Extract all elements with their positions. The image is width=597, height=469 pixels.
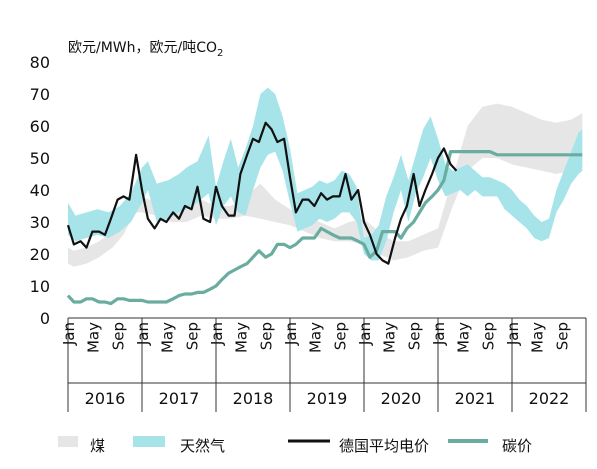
- legend-item-carbon: 碳价: [448, 437, 532, 455]
- month-tick-label: Sep: [553, 322, 571, 350]
- power-price-line: [66, 121, 458, 265]
- year-label: 2022: [529, 389, 570, 408]
- month-tick-label: Sep: [183, 322, 201, 350]
- legend-swatch-gas: [133, 436, 165, 447]
- legend-label-carbon: 碳价: [502, 437, 532, 455]
- y-tick-label: 10: [30, 277, 50, 296]
- month-tick-label: Sep: [109, 322, 127, 350]
- month-tick-label: Jan: [134, 322, 152, 346]
- year-label: 2020: [381, 389, 422, 408]
- legend-label-gas: 天然气: [180, 437, 225, 455]
- year-label: 2018: [233, 389, 274, 408]
- coal-band-layer: [68, 103, 583, 267]
- year-label: 2017: [159, 389, 200, 408]
- carbon-price-line: [66, 150, 583, 306]
- legend-label-coal: 煤: [90, 437, 105, 455]
- y-tick-label: 0: [40, 309, 50, 328]
- month-tick-label: Sep: [257, 322, 275, 350]
- year-label: 2016: [85, 389, 126, 408]
- y-tick-label: 60: [30, 117, 50, 136]
- month-tick-label: May: [85, 322, 103, 353]
- month-tick-label: Jan: [282, 322, 300, 346]
- month-tick-label: Sep: [331, 322, 349, 350]
- y-unit-subscript: 2: [217, 48, 223, 59]
- y-tick-label: 30: [30, 213, 50, 232]
- power-line-layer: [66, 121, 458, 265]
- legend-label-power: 德国平均电价: [339, 437, 429, 455]
- month-tick-label: Jan: [356, 322, 374, 346]
- legend-item-gas: 天然气: [133, 436, 225, 455]
- year-label: 2021: [455, 389, 496, 408]
- carbon-line-layer: [66, 150, 583, 306]
- year-label: 2019: [307, 389, 348, 408]
- y-unit-main: 欧元/MWh，欧元/吨CO: [68, 40, 217, 56]
- y-axis: 0 10 20 30 40 50 60 70 80: [30, 53, 50, 328]
- plot-area: [66, 87, 583, 306]
- y-tick-label: 40: [30, 181, 50, 200]
- y-tick-label: 20: [30, 245, 50, 264]
- month-tick-label: May: [307, 322, 325, 353]
- month-tick-label: Sep: [479, 322, 497, 350]
- legend-item-power: 德国平均电价: [288, 437, 429, 455]
- month-tick-label: Jan: [60, 322, 78, 346]
- y-tick-label: 80: [30, 53, 50, 72]
- legend-item-coal: 煤: [58, 436, 105, 455]
- y-tick-label: 70: [30, 85, 50, 104]
- legend-swatch-coal: [58, 436, 78, 447]
- month-tick-label: Jan: [504, 322, 522, 346]
- coal-band: [68, 103, 583, 267]
- month-tick-label: May: [381, 322, 399, 353]
- month-tick-label: May: [529, 322, 547, 353]
- x-axis: Jan May Sep 2016 Jan May Sep 2017 Jan May Sep 2018 J…: [60, 317, 587, 412]
- month-tick-label: Sep: [405, 322, 423, 350]
- month-tick-label: May: [455, 322, 473, 353]
- month-tick-label: Jan: [208, 322, 226, 346]
- month-tick-label: Jan: [430, 322, 448, 346]
- month-tick-label: May: [159, 322, 177, 353]
- y-tick-label: 50: [30, 149, 50, 168]
- y-unit-label: 欧元/MWh，欧元/吨CO2: [68, 40, 223, 59]
- legend: 煤 天然气 德国平均电价 碳价: [58, 436, 532, 455]
- month-tick-label: May: [233, 322, 251, 353]
